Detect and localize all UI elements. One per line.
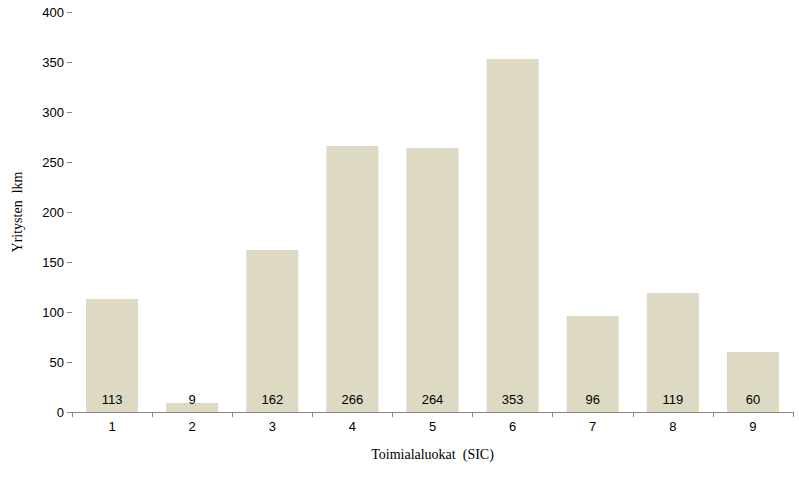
svg-text:1: 1 bbox=[108, 419, 115, 434]
svg-text:300: 300 bbox=[42, 105, 64, 120]
svg-text:0: 0 bbox=[57, 405, 64, 420]
svg-text:96: 96 bbox=[585, 392, 599, 407]
svg-text:8: 8 bbox=[669, 419, 676, 434]
svg-text:264: 264 bbox=[422, 392, 444, 407]
svg-text:100: 100 bbox=[42, 305, 64, 320]
svg-text:7: 7 bbox=[589, 419, 596, 434]
svg-text:200: 200 bbox=[42, 205, 64, 220]
svg-text:Yritysten lkm: Yritysten lkm bbox=[10, 171, 25, 252]
svg-text:266: 266 bbox=[342, 392, 364, 407]
svg-text:150: 150 bbox=[42, 255, 64, 270]
svg-text:113: 113 bbox=[102, 392, 123, 407]
svg-text:400: 400 bbox=[42, 5, 64, 20]
svg-text:Toimialaluokat (SIC): Toimialaluokat (SIC) bbox=[371, 447, 494, 463]
svg-text:119: 119 bbox=[662, 392, 683, 407]
svg-text:5: 5 bbox=[429, 419, 436, 434]
svg-text:2: 2 bbox=[189, 419, 196, 434]
svg-text:4: 4 bbox=[349, 419, 356, 434]
svg-text:9: 9 bbox=[749, 419, 756, 434]
svg-text:6: 6 bbox=[509, 419, 516, 434]
svg-text:250: 250 bbox=[42, 155, 64, 170]
svg-text:350: 350 bbox=[42, 55, 64, 70]
svg-text:9: 9 bbox=[189, 392, 196, 407]
svg-text:3: 3 bbox=[269, 419, 276, 434]
svg-text:50: 50 bbox=[50, 355, 64, 370]
svg-text:60: 60 bbox=[746, 392, 760, 407]
svg-text:353: 353 bbox=[502, 392, 524, 407]
svg-text:162: 162 bbox=[261, 392, 283, 407]
